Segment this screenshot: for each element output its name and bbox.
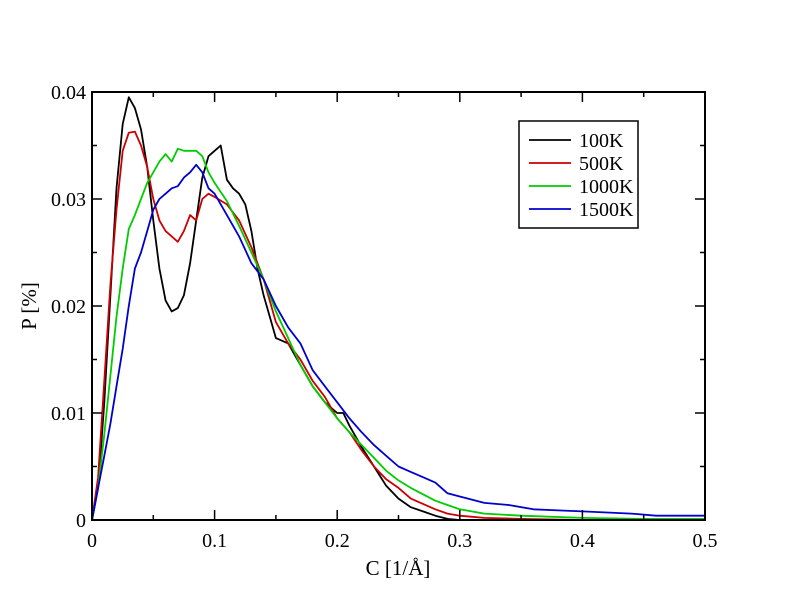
x-tick-label: 0 — [87, 530, 97, 552]
x-tick-label: 0.4 — [570, 530, 595, 552]
x-tick-label: 0.5 — [693, 530, 718, 552]
legend-label-1000k: 1000K — [579, 176, 634, 198]
y-tick-label: 0.02 — [51, 296, 86, 318]
legend-box — [518, 120, 639, 229]
legend-label-100k: 100K — [579, 130, 624, 152]
y-tick-label: 0.04 — [51, 82, 86, 104]
x-tick-label: 0.2 — [325, 530, 350, 552]
plot-lines — [91, 96, 705, 521]
y-tick-label: 0.01 — [51, 403, 86, 425]
legend-label-500k: 500K — [579, 153, 624, 175]
y-tick-label: 0 — [76, 510, 86, 532]
y-axis-label: P [%] — [17, 282, 41, 330]
x-axis-label: C [1/Å] — [366, 556, 431, 580]
series-line-500k — [91, 130, 705, 521]
series-line-1500k — [91, 163, 705, 521]
legend-label-1500k: 1500K — [579, 199, 634, 221]
series-line-1000k — [91, 147, 705, 521]
tick-labels: 0 0.1 0.2 0.3 0.4 0.5 0 0.01 0.02 0.03 0.04 — [51, 82, 718, 552]
y-tick-label: 0.03 — [51, 189, 86, 211]
x-tick-label: 0.1 — [202, 530, 227, 552]
series-line-100k — [91, 96, 705, 521]
axis-ticks — [91, 91, 706, 521]
x-tick-label: 0.3 — [447, 530, 472, 552]
